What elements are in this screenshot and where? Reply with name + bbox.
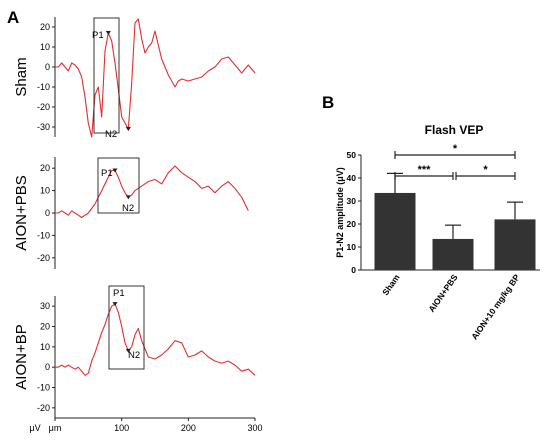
peak-label: P1 <box>113 288 125 299</box>
bar-y-tick-label: 50 <box>347 150 357 160</box>
significance-label: * <box>483 164 488 176</box>
y-tick-label: 10 <box>40 42 50 52</box>
bar-category-label: AION+10 mg/kg BP <box>469 272 522 341</box>
peak-window-box <box>108 285 145 370</box>
x-unit-label: μm <box>49 423 62 433</box>
significance-label: * <box>453 143 458 155</box>
peak-window-box <box>93 17 120 134</box>
y-tick-label: -10 <box>37 230 50 240</box>
vep-trace-line <box>55 18 256 138</box>
x-tick-label: 300 <box>247 423 262 433</box>
vep-panel-1: 20 10 0 -10 -20 -30 Sham P1 N2 <box>13 17 256 140</box>
y-tick-label: -20 <box>37 102 50 112</box>
bar-chart: Flash VEP P1-N2 amplitude (μV) 0 10 20 30 40 50… <box>335 123 540 341</box>
peak-marker <box>112 168 118 173</box>
bar <box>374 192 416 270</box>
y-tick-label: -10 <box>37 383 50 393</box>
group-label: AION+BP <box>13 324 30 389</box>
y-tick-label: 0 <box>45 362 50 372</box>
group-label: Sham <box>13 57 30 96</box>
peak-marker <box>105 31 111 35</box>
y-tick-label: 20 <box>40 22 50 32</box>
peak-marker <box>125 348 131 353</box>
y-tick-label: -30 <box>37 122 50 132</box>
significance-label: *** <box>418 164 432 176</box>
bar-y-tick-label: 20 <box>347 219 357 229</box>
bar-category-label: Sham <box>380 272 402 297</box>
peak-window-box <box>97 157 140 214</box>
y-unit-label: μV <box>29 423 40 433</box>
peak-marker <box>125 195 131 200</box>
panel-a-label: A <box>7 8 19 27</box>
peak-label: P1 <box>101 168 113 179</box>
y-tick-label: 0 <box>45 62 50 72</box>
bar-y-tick-label: 40 <box>347 173 357 183</box>
peak-label: N2 <box>122 203 134 214</box>
bar-y-tick-label: 10 <box>347 242 357 252</box>
bar <box>494 219 536 270</box>
panel-b-label: B <box>322 93 334 112</box>
vep-traces: 20100-10-20-30ShamP1N220100-10-20AION+PB… <box>13 17 263 433</box>
y-tick-label: -10 <box>37 82 50 92</box>
y-tick-label: 30 <box>40 301 50 311</box>
bar-y-tick-label: 0 <box>351 265 356 275</box>
y-tick-label: 10 <box>40 186 50 196</box>
vep-trace-line <box>55 303 256 376</box>
vep-panel-2: 20 10 0 -10 -20 AION+PBS P1 N2 <box>13 157 249 269</box>
group-label: AION+PBS <box>13 175 30 250</box>
bar-y-tick-label: 30 <box>347 196 357 206</box>
peak-marker <box>125 127 131 131</box>
x-tick-label: 100 <box>114 423 129 433</box>
y-tick-label: 10 <box>40 342 50 352</box>
y-tick-label: -20 <box>37 403 50 413</box>
peak-label: P1 <box>92 30 104 41</box>
bar <box>432 238 474 270</box>
bar-category-label: AION+PBS <box>426 272 459 314</box>
bar-chart-title: Flash VEP <box>425 123 484 137</box>
y-tick-label: 20 <box>40 163 50 173</box>
vep-trace-line <box>55 165 249 219</box>
peak-marker <box>112 302 118 307</box>
x-tick-label: 200 <box>181 423 196 433</box>
y-tick-label: 0 <box>45 208 50 218</box>
peak-label: N2 <box>128 350 140 361</box>
y-tick-label: -20 <box>37 253 50 263</box>
bar-y-axis-label: P1-N2 amplitude (μV) <box>335 167 345 258</box>
y-tick-label: 20 <box>40 322 50 332</box>
peak-label: N2 <box>105 129 117 140</box>
